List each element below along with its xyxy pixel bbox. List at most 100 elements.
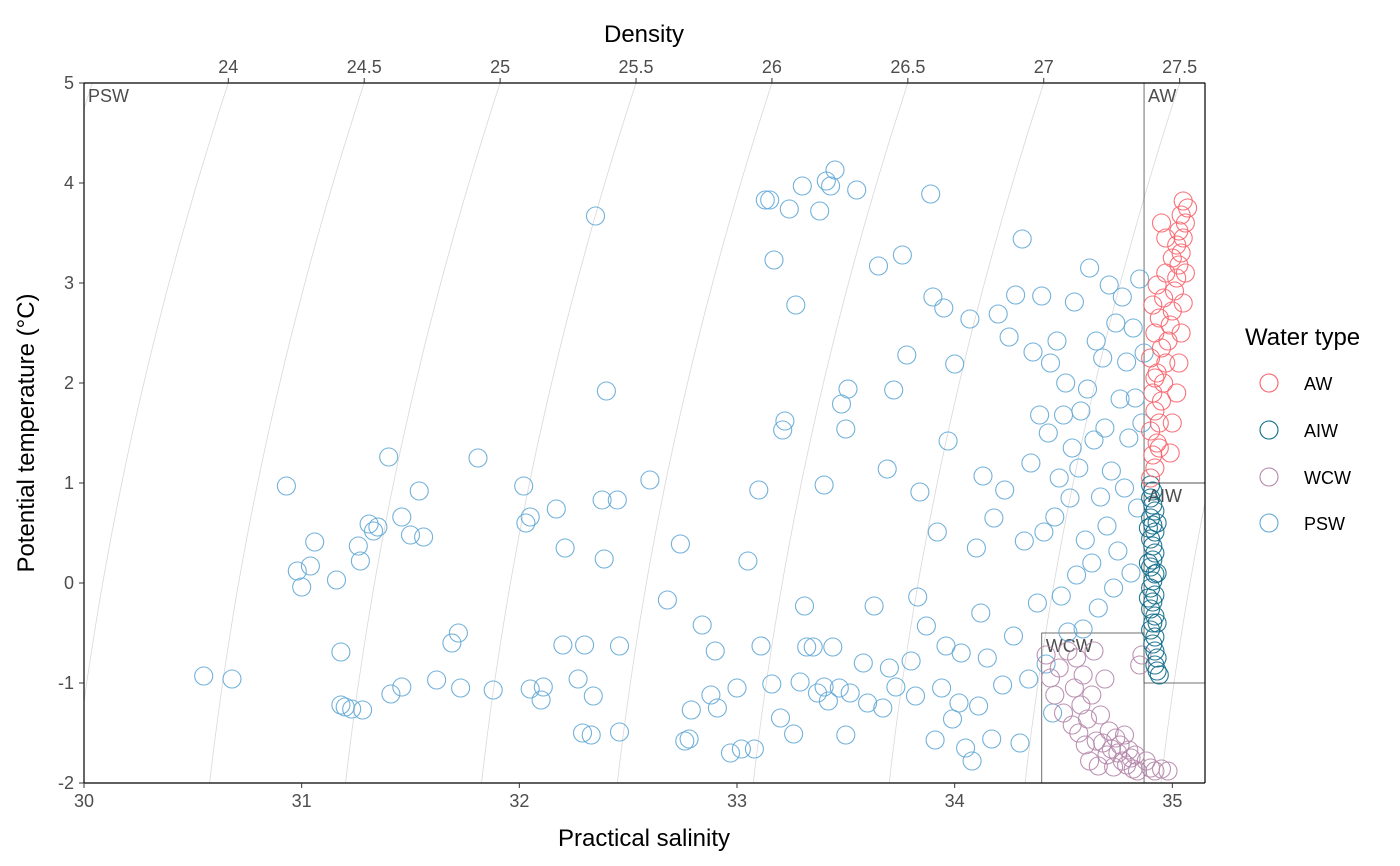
data-point	[1112, 287, 1132, 307]
data-point	[910, 482, 930, 502]
isopycnal-24	[84, 83, 229, 706]
data-point	[1143, 481, 1163, 501]
data-point	[1160, 315, 1180, 335]
data-point	[1173, 228, 1193, 248]
data-point	[392, 677, 412, 697]
data-point	[1114, 478, 1135, 498]
data-point	[1143, 515, 1163, 535]
data-point	[1125, 388, 1145, 408]
data-point	[1143, 383, 1163, 403]
data-point	[1147, 563, 1167, 583]
data-point	[1138, 588, 1158, 608]
data-point	[751, 636, 771, 656]
data-point	[973, 466, 993, 486]
data-point	[607, 490, 627, 510]
data-point	[1132, 645, 1152, 665]
data-point	[1069, 723, 1089, 743]
data-point	[951, 643, 971, 663]
data-point	[966, 538, 986, 558]
data-point	[1012, 229, 1032, 249]
data-point	[1003, 626, 1024, 646]
y-tick-label: 0	[64, 573, 74, 593]
data-point	[1069, 458, 1089, 478]
data-point	[1067, 565, 1087, 585]
data-point	[585, 206, 606, 226]
data-point	[1171, 205, 1191, 225]
data-point	[1047, 331, 1067, 351]
data-point	[858, 693, 878, 713]
data-point	[1058, 622, 1078, 642]
data-point	[993, 675, 1013, 695]
data-point	[838, 379, 858, 399]
data-point	[886, 677, 906, 697]
data-point	[884, 380, 904, 400]
data-point	[1178, 198, 1198, 218]
data-point	[448, 623, 468, 643]
data-point	[596, 381, 616, 401]
data-point	[984, 508, 1004, 528]
data-point	[823, 637, 843, 657]
data-point	[877, 459, 897, 479]
data-point	[1138, 518, 1158, 538]
isopycnal-lines	[84, 83, 1205, 783]
data-point	[379, 447, 399, 467]
top-axis-title: Density	[604, 21, 684, 48]
data-point	[905, 686, 926, 706]
legend-label-aiw: AIW	[1304, 421, 1338, 441]
data-point	[1143, 445, 1163, 465]
data-point	[901, 651, 921, 671]
data-point	[956, 738, 976, 758]
data-point	[1086, 331, 1106, 351]
data-point	[363, 521, 384, 541]
data-point	[775, 411, 795, 431]
data-point	[1156, 228, 1176, 248]
data-point	[803, 637, 823, 657]
series-aiw	[1138, 475, 1169, 685]
data-point	[400, 525, 421, 545]
legend: Water type AW AIW WCW PSW	[1245, 324, 1360, 534]
data-point	[514, 476, 534, 496]
data-point	[353, 700, 373, 720]
data-point	[1130, 655, 1150, 675]
data-point	[1134, 343, 1154, 363]
data-point	[1169, 221, 1189, 241]
data-point	[1021, 453, 1041, 473]
data-point	[969, 696, 989, 716]
data-point	[932, 678, 952, 698]
data-point	[342, 699, 362, 719]
data-point	[1097, 516, 1117, 536]
data-point	[1064, 292, 1084, 312]
isopycnal-25	[345, 83, 501, 783]
data-point	[988, 304, 1008, 324]
region-box-aw	[1143, 82, 1206, 484]
data-point	[1053, 703, 1074, 723]
data-point	[222, 669, 242, 689]
data-point	[792, 176, 812, 196]
data-point	[1104, 578, 1124, 598]
density-tick-label: 24	[218, 57, 238, 77]
data-point	[609, 722, 630, 742]
data-point	[779, 199, 799, 219]
legend-entry-aw: AW	[1259, 373, 1332, 394]
data-point	[1036, 645, 1056, 665]
data-point	[546, 499, 566, 519]
legend-label-wcw: WCW	[1304, 468, 1351, 488]
data-point	[977, 648, 997, 668]
data-point	[873, 698, 893, 718]
data-point	[814, 677, 834, 697]
data-point	[1171, 323, 1191, 343]
data-point	[1130, 269, 1150, 289]
data-point	[1141, 488, 1161, 508]
data-point	[1099, 275, 1119, 295]
data-point	[1119, 428, 1139, 448]
data-point	[1145, 501, 1165, 521]
data-point	[276, 476, 296, 496]
data-point	[1062, 438, 1082, 458]
x-tick-label: 31	[292, 791, 312, 811]
data-point	[553, 635, 573, 655]
data-point	[1141, 348, 1161, 368]
data-point	[1114, 725, 1135, 745]
data-point	[594, 549, 614, 569]
data-point	[1143, 634, 1163, 654]
data-point	[359, 514, 379, 534]
